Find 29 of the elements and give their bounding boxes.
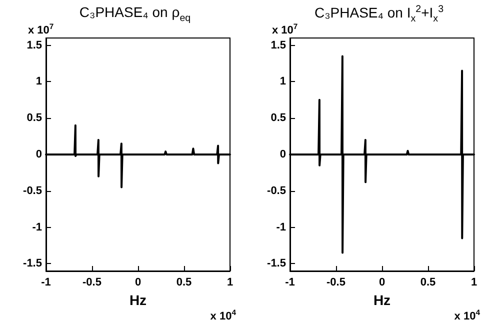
y-tick-label: -1.5 (267, 258, 286, 270)
x-tick-label: 1 (470, 276, 478, 288)
x-tick-label: 0 (134, 276, 142, 288)
y-tick-label: 0.5 (26, 112, 42, 124)
x-tick-label: -0.5 (326, 276, 346, 288)
y-tick-label: 0 (280, 148, 286, 160)
x-tick-label: 0 (378, 276, 386, 288)
y-tick-label: -1 (32, 221, 42, 234)
y-tick-label: 0 (36, 148, 42, 160)
y-tick-label: -1 (276, 221, 286, 234)
x-axis-title: Hz (373, 292, 391, 308)
x-tick-label: 0.5 (420, 276, 436, 288)
y-tick-label: 1 (36, 76, 42, 88)
text: x 10$^{4}$ (210, 308, 236, 323)
x-axis-title: Hz (129, 292, 147, 308)
y-tick-label: -0.5 (23, 184, 42, 197)
y-tick-label: -0.5 (267, 184, 286, 197)
y-tick-label: 1.5 (270, 39, 286, 52)
y-tick-label: 1.5 (26, 39, 42, 52)
text: x 10$^{4}$ (454, 308, 480, 323)
x-tick-label: -0.5 (82, 276, 102, 288)
text: x 10$^{7}$ (28, 22, 54, 37)
y-tick-label: -1.5 (23, 258, 42, 270)
chart-title: C₃PHASE₄ on ρ$_{eq}$ (78, 4, 192, 24)
text: x 10$^{7}$ (272, 22, 298, 37)
y-tick-label: 1 (280, 76, 286, 88)
x-tick-label: 1 (226, 276, 234, 288)
x-tick-label: 0.5 (176, 276, 192, 288)
y-tick-label: 0.5 (270, 112, 286, 124)
